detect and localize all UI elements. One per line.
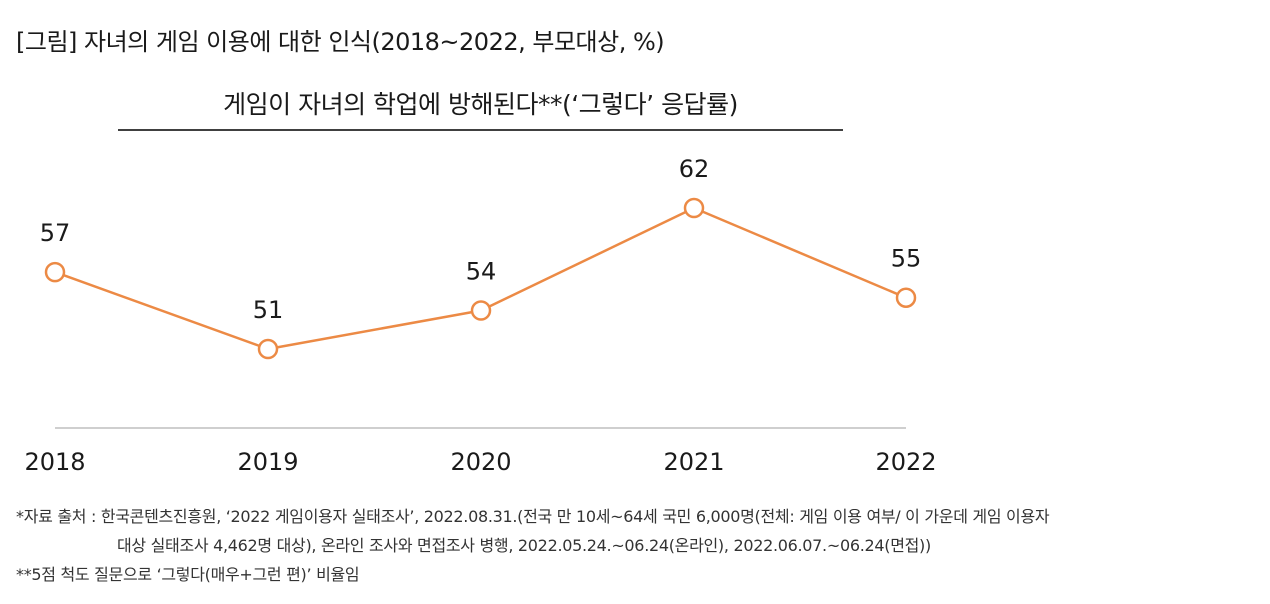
data-point-2022 xyxy=(895,287,917,308)
x-tick-label-2022: 2022 xyxy=(875,448,936,476)
source-note-line1: *자료 출처 : 한국콘텐츠진흥원, ‘2022 게임이용자 실태조사’, 20… xyxy=(16,507,1050,526)
data-label-2020: 54 xyxy=(466,258,497,286)
data-point-2021 xyxy=(683,197,705,219)
data-label-2021: 62 xyxy=(679,155,710,183)
x-tick-label-2019: 2019 xyxy=(237,448,298,476)
source-note-line2: 대상 실태조사 4,462명 대상), 온라인 조사와 면접조사 병행, 202… xyxy=(117,536,931,555)
chart-title-underline xyxy=(118,129,843,131)
data-label-2019: 51 xyxy=(253,296,284,324)
scale-note: **5점 척도 질문으로 ‘그렇다(매우+그런 편)’ 비율임 xyxy=(16,565,360,584)
data-label-2018: 57 xyxy=(40,219,71,247)
data-point-2019 xyxy=(257,338,279,360)
x-tick-label-2021: 2021 xyxy=(663,448,724,476)
data-point-2020 xyxy=(470,300,492,321)
x-tick-label-2020: 2020 xyxy=(450,448,511,476)
x-tick-label-2018: 2018 xyxy=(24,448,85,476)
data-point-2018 xyxy=(44,261,66,283)
chart-title: 게임이 자녀의 학업에 방해된다**(‘그렇다’ 응답률) xyxy=(223,90,738,119)
figure-title: [그림] 자녀의 게임 이용에 대한 인식(2018~2022, 부모대상, %… xyxy=(16,28,665,56)
data-label-2022: 55 xyxy=(891,245,922,273)
line-chart: 57 2018 51 2019 54 2020 62 2021 55 2022 xyxy=(24,155,936,476)
